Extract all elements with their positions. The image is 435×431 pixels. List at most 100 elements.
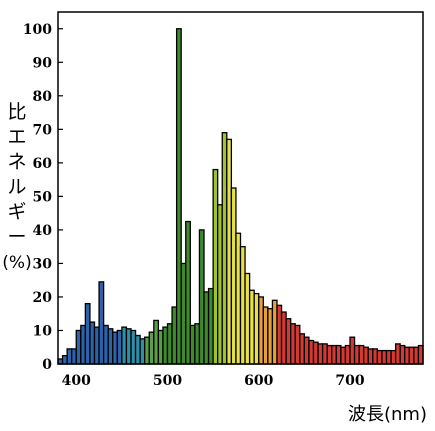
bar bbox=[262, 306, 269, 365]
bar bbox=[394, 343, 401, 365]
bar bbox=[61, 354, 68, 365]
bar bbox=[71, 348, 77, 365]
bar bbox=[390, 349, 397, 365]
bar bbox=[285, 318, 292, 365]
bar bbox=[253, 292, 260, 365]
bar bbox=[267, 308, 274, 365]
bar bbox=[381, 349, 388, 365]
y-tick-label: 40 bbox=[33, 223, 53, 239]
y-axis-label-char: ネ bbox=[7, 151, 27, 173]
bar bbox=[221, 132, 228, 365]
bar bbox=[116, 329, 123, 365]
x-axis-label: 波長(nm) bbox=[348, 404, 427, 425]
bar bbox=[344, 344, 351, 365]
bar bbox=[107, 328, 114, 365]
bar bbox=[144, 336, 150, 365]
x-tick-label: 600 bbox=[244, 373, 273, 389]
bar bbox=[363, 346, 369, 365]
bar bbox=[340, 346, 347, 365]
bar bbox=[84, 303, 91, 365]
y-axis-label-char: ル bbox=[7, 176, 27, 198]
bar bbox=[134, 334, 141, 365]
bar bbox=[376, 349, 383, 365]
bar bbox=[130, 329, 137, 365]
bar bbox=[102, 324, 109, 365]
bar bbox=[198, 229, 205, 365]
bar bbox=[153, 319, 160, 365]
bar bbox=[66, 348, 73, 365]
x-axis-ticks: 400 500 600 700 bbox=[62, 359, 365, 389]
bar bbox=[157, 329, 164, 365]
bar bbox=[112, 331, 118, 365]
bar bbox=[280, 311, 287, 365]
y-axis-label-char: エ bbox=[7, 126, 27, 148]
bar bbox=[75, 329, 82, 365]
bar bbox=[303, 336, 310, 365]
x-tick-label: 700 bbox=[335, 373, 364, 389]
y-axis-label-text: 比エネルギー bbox=[7, 100, 26, 250]
y-tick-label: 50 bbox=[33, 189, 53, 205]
y-axis-label-char: ー bbox=[7, 226, 27, 248]
y-tick-label: 10 bbox=[33, 323, 53, 339]
y-tick-label: 100 bbox=[23, 22, 52, 38]
bar bbox=[98, 281, 105, 365]
bar bbox=[353, 344, 360, 365]
bar bbox=[139, 338, 146, 365]
bar bbox=[189, 324, 196, 365]
bar bbox=[125, 328, 132, 365]
bar bbox=[299, 333, 306, 365]
bar bbox=[175, 28, 182, 365]
bar bbox=[217, 204, 223, 365]
y-axis-label-unit: (%) bbox=[2, 253, 32, 273]
bar bbox=[399, 344, 406, 365]
y-tick-label: 90 bbox=[33, 55, 53, 71]
bar bbox=[367, 348, 374, 365]
bar bbox=[258, 296, 264, 365]
x-tick-label: 500 bbox=[153, 373, 182, 389]
bar bbox=[385, 349, 392, 365]
bar bbox=[317, 343, 324, 365]
bar bbox=[413, 346, 420, 365]
bar bbox=[148, 331, 155, 365]
bar bbox=[194, 323, 201, 365]
y-axis-label-char: 比 bbox=[7, 101, 27, 123]
bar bbox=[321, 343, 328, 365]
bar bbox=[404, 346, 410, 365]
bar bbox=[235, 232, 242, 365]
y-tick-label: 80 bbox=[33, 89, 53, 105]
bar bbox=[244, 272, 251, 365]
plot-frame bbox=[57, 11, 424, 365]
bar bbox=[121, 326, 128, 365]
bar bbox=[180, 262, 187, 365]
y-tick-label: 60 bbox=[33, 156, 53, 172]
bar bbox=[349, 336, 356, 365]
y-tick-label: 70 bbox=[33, 122, 53, 138]
bar bbox=[326, 344, 333, 365]
bar bbox=[290, 323, 296, 365]
bar bbox=[248, 289, 255, 365]
bar bbox=[239, 246, 246, 365]
bar bbox=[372, 348, 379, 365]
bar bbox=[80, 324, 87, 365]
y-tick-label: 0 bbox=[42, 357, 52, 373]
bar bbox=[271, 299, 278, 365]
bar bbox=[171, 306, 178, 365]
bar bbox=[203, 291, 210, 365]
y-tick-label: 20 bbox=[33, 290, 53, 306]
x-tick-label: 400 bbox=[62, 373, 91, 389]
y-axis-ticks: 0 10 20 30 40 50 60 70 80 90 100 bbox=[23, 22, 63, 373]
y-axis-label-char: ギ bbox=[7, 201, 27, 223]
bar bbox=[312, 341, 319, 365]
bar bbox=[212, 168, 219, 365]
bar bbox=[226, 138, 233, 365]
bar bbox=[294, 324, 301, 365]
bar bbox=[166, 323, 173, 365]
bar bbox=[230, 187, 237, 365]
bar bbox=[331, 344, 337, 365]
bars-group bbox=[57, 28, 424, 365]
y-axis-label: 比エネルギー (%) bbox=[2, 100, 32, 274]
bar bbox=[276, 304, 283, 365]
bar bbox=[308, 339, 315, 365]
bar bbox=[93, 326, 100, 365]
